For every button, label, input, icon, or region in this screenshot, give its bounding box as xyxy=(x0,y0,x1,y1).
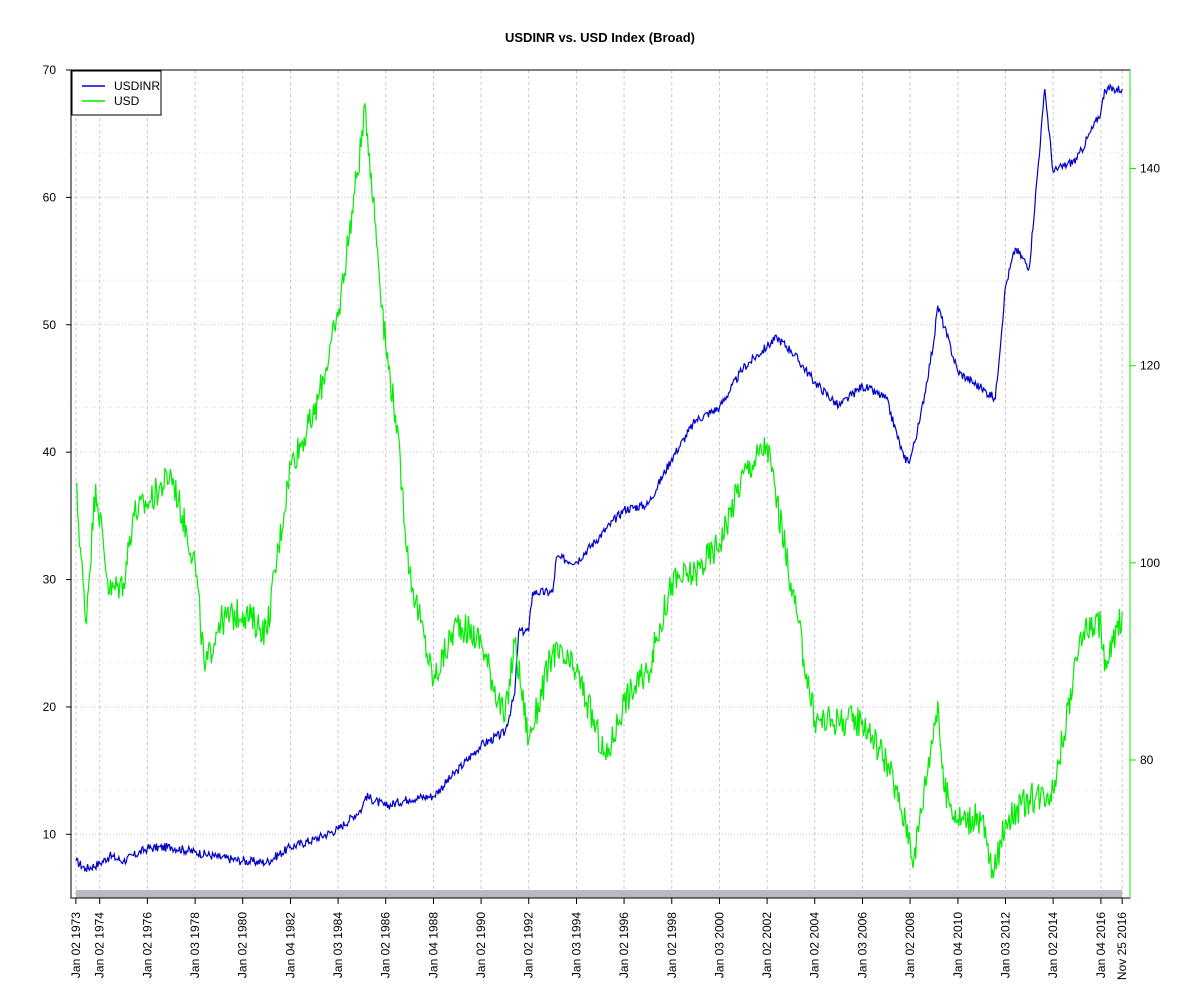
series-lines xyxy=(75,83,1123,879)
y-right-tick-label: 140 xyxy=(1140,162,1160,176)
x-tick-label: Jan 02 2002 xyxy=(760,912,774,978)
y-left-tick-label: 70 xyxy=(43,63,57,77)
x-tick-label: Jan 03 1994 xyxy=(569,912,583,978)
x-tick-label: Jan 03 2012 xyxy=(998,912,1012,978)
x-tick-label: Jan 04 1982 xyxy=(284,912,298,978)
x-tick-label: Jan 02 1976 xyxy=(140,912,154,978)
x-tick-label: Jan 03 2000 xyxy=(712,912,726,978)
x-tick-label: Jan 02 2004 xyxy=(808,912,822,978)
x-tick-label: Jan 03 1984 xyxy=(331,912,345,978)
y-left-tick-label: 50 xyxy=(43,318,57,332)
x-tick-label: Jan 04 2010 xyxy=(951,912,965,978)
x-tick-label: Jan 02 1996 xyxy=(617,912,631,978)
legend-label-usdinr: USDINR xyxy=(114,79,160,93)
chart-title: USDINR vs. USD Index (Broad) xyxy=(505,30,695,45)
x-tick-label: Jan 03 1978 xyxy=(188,912,202,978)
series-line-usdinr xyxy=(75,83,1123,873)
legend-box xyxy=(71,70,162,116)
legend-label-usd: USD xyxy=(114,94,140,108)
x-tick-label: Jan 02 1998 xyxy=(665,912,679,978)
y-left-tick-label: 30 xyxy=(43,573,57,587)
y-left-tick-label: 40 xyxy=(43,445,57,459)
x-tick-label: Jan 04 2016 xyxy=(1094,912,1108,978)
x-axis: Jan 02 1973 Jan 02 1974 Jan 02 1976 Jan 03 … xyxy=(69,898,1129,980)
y-right-tick-label: 120 xyxy=(1140,359,1160,373)
x-tick-label: Jan 02 1990 xyxy=(474,912,488,978)
y-left-tick-label: 10 xyxy=(43,827,57,841)
x-tick-label: Nov 25 2016 xyxy=(1115,912,1129,980)
y-axis-left: 10 20 30 40 50 60 70 xyxy=(43,63,71,841)
x-axis-band xyxy=(75,890,1123,898)
x-tick-label: Jan 04 1988 xyxy=(427,912,441,978)
plot-border xyxy=(70,69,1131,899)
x-tick-label: Jan 02 1980 xyxy=(236,912,250,978)
y-right-tick-label: 100 xyxy=(1140,556,1160,570)
y-right-tick-label: 80 xyxy=(1140,753,1154,767)
y-left-tick-label: 60 xyxy=(43,190,57,204)
grid xyxy=(71,69,1130,898)
x-tick-label: Jan 02 1986 xyxy=(379,912,393,978)
x-tick-label: Jan 02 1973 xyxy=(69,912,83,978)
y-left-tick-label: 20 xyxy=(43,700,57,714)
x-axis-shade xyxy=(75,890,1123,898)
x-tick-label: Jan 02 2008 xyxy=(903,912,917,978)
x-tick-label: Jan 03 2006 xyxy=(856,912,870,978)
x-tick-label: Jan 02 1992 xyxy=(522,912,536,978)
series-line-usd xyxy=(75,103,1123,879)
x-tick-label: Jan 02 1974 xyxy=(93,912,107,978)
x-tick-label: Jan 02 2014 xyxy=(1046,912,1060,978)
y-axis-right: 80 100 120 140 xyxy=(1129,70,1160,898)
